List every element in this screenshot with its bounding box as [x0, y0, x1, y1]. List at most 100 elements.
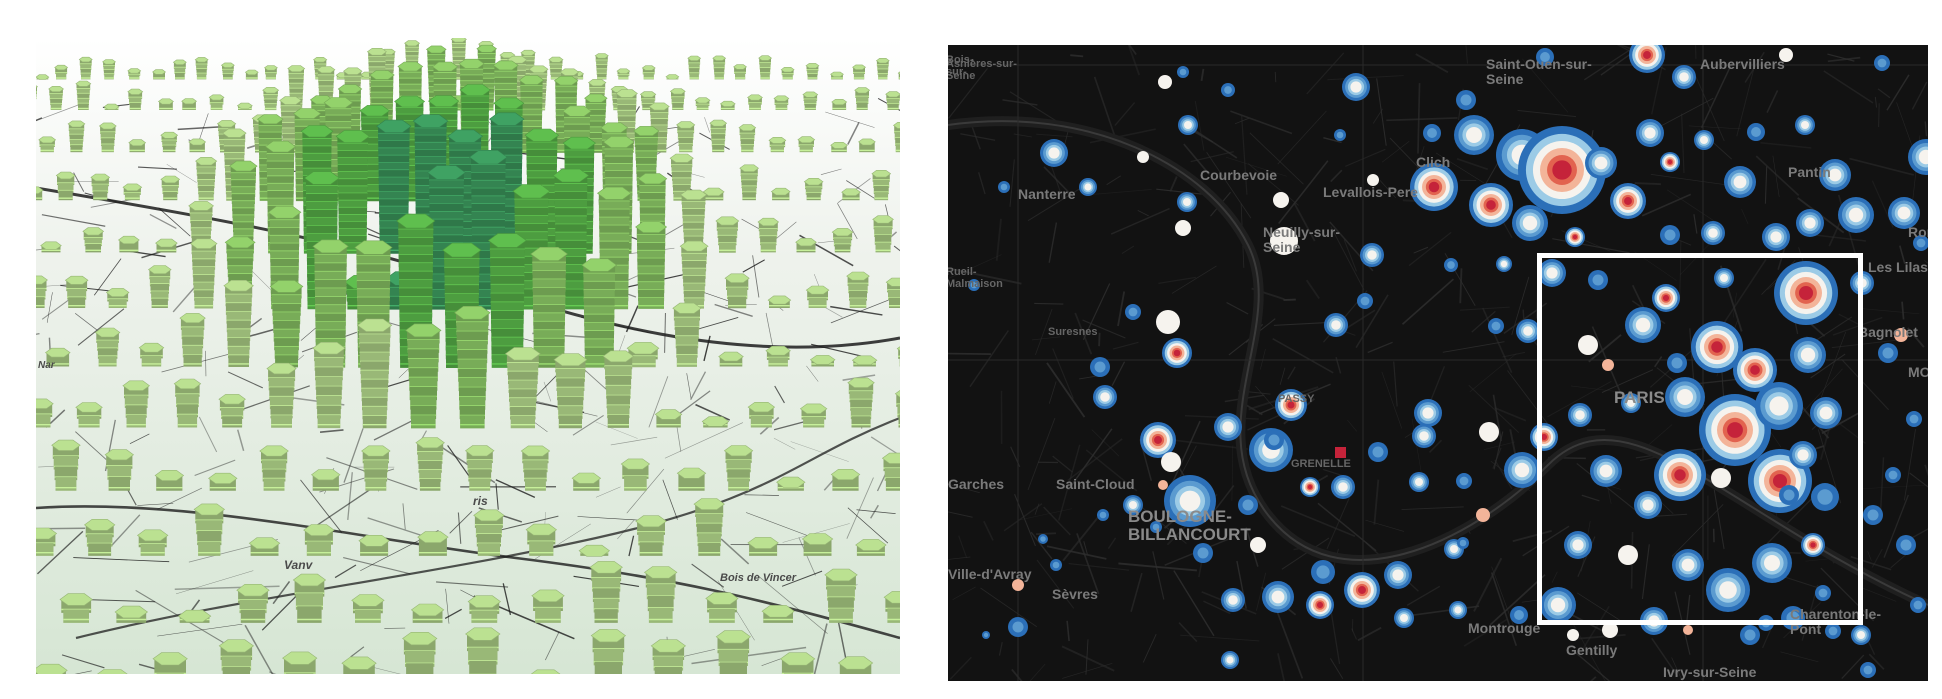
hex-column [75, 402, 103, 428]
hex-column [669, 88, 686, 110]
bubble-marker [1602, 359, 1614, 371]
hex-column [220, 62, 235, 80]
hex-column [841, 188, 861, 201]
hex-column [36, 527, 58, 556]
hex-column [417, 531, 449, 556]
hex-column [620, 458, 651, 491]
bubble-marker-layer[interactable] [948, 45, 1928, 681]
hex-column [160, 175, 181, 201]
hex-column [454, 305, 491, 429]
hex-column [687, 55, 702, 80]
hex-column [36, 275, 48, 308]
hex-column [51, 439, 81, 491]
hex-column [578, 544, 611, 557]
bubble-marker [1838, 197, 1874, 233]
bubble-marker [1906, 411, 1922, 427]
hex-column [797, 136, 816, 153]
hex-column [654, 409, 683, 428]
bubble-marker [1779, 485, 1799, 505]
bubble-marker [1602, 622, 1618, 638]
bubble-marker [1564, 531, 1592, 559]
hex-column [223, 280, 254, 367]
bubble-marker [1175, 220, 1191, 236]
bubble-marker [1706, 568, 1750, 612]
bubble-marker [1479, 422, 1499, 442]
bubble-marker [1811, 483, 1839, 511]
hex-column [473, 509, 505, 556]
hex-column [830, 142, 848, 153]
hex-column [90, 173, 111, 201]
hex-column [520, 445, 551, 491]
hex-column [55, 171, 76, 201]
hex-column [875, 57, 890, 80]
bubble-marker [1394, 608, 1414, 628]
hex-column [83, 518, 116, 556]
hex-column [208, 94, 225, 110]
bubble-marker [1457, 537, 1469, 549]
hex-column [724, 273, 750, 309]
hex-column [504, 347, 541, 429]
bubble-marker [982, 631, 990, 639]
hex-column [676, 467, 707, 491]
hex-column [154, 469, 185, 491]
hex-column [36, 398, 54, 428]
bubble-marker [1164, 475, 1216, 527]
bubble-marker [1714, 268, 1734, 288]
hex-column [830, 468, 861, 491]
hex-column [530, 669, 561, 674]
hex-column [881, 452, 900, 491]
bubble-marker [1360, 243, 1384, 267]
bubble-marker [1636, 119, 1664, 147]
bubble-marker [1908, 139, 1928, 175]
bubble-marker [1275, 389, 1307, 421]
hex-column [799, 403, 828, 428]
hex-column [44, 347, 71, 367]
bubble-marker [1123, 495, 1143, 515]
hex-column [157, 98, 174, 110]
hex-column [160, 131, 179, 153]
bubble-marker [1038, 534, 1048, 544]
hex-column [303, 524, 335, 556]
hex-column [715, 630, 752, 674]
bubble-marker [1779, 48, 1793, 62]
bubble-marker [1409, 472, 1429, 492]
hex-column [181, 98, 198, 110]
hex-column [128, 139, 147, 153]
bubble-marker [1516, 319, 1540, 343]
hex-column [616, 68, 631, 80]
hex-column [803, 178, 824, 201]
bubble-marker [1894, 328, 1908, 342]
hex-column [82, 227, 105, 253]
hex-column [248, 537, 281, 556]
bubble-marker [1449, 601, 1467, 619]
bubble-marker [1125, 304, 1141, 320]
hex-column [208, 472, 238, 491]
hex-column [896, 346, 900, 367]
hex-column [854, 87, 871, 110]
bubble-marker [1040, 139, 1068, 167]
bubble-marker [1618, 545, 1638, 565]
hex-column [589, 561, 623, 623]
left-3d-hexbin-map[interactable]: Vanv Bois de Vincer ris Nar [36, 38, 900, 674]
bubble-marker [1654, 449, 1706, 501]
bubble-marker [1585, 147, 1617, 179]
bubble-marker [1910, 597, 1926, 613]
hex-column [410, 603, 445, 623]
bubble-marker [1665, 377, 1705, 417]
bubble-marker [1008, 617, 1028, 637]
hex-column [310, 469, 341, 491]
bubble-marker [1878, 343, 1898, 363]
bubble-marker [1344, 572, 1380, 608]
hexbin-column-layer[interactable] [36, 38, 900, 674]
bubble-marker [1518, 126, 1606, 214]
hex-column [851, 355, 878, 367]
right-bubble-map[interactable]: Asnières-sur- Seine Saint-Ouen-sur- Seine… [948, 45, 1928, 681]
hex-column [571, 472, 602, 491]
bubble-marker [1158, 75, 1172, 89]
bubble-marker [1178, 115, 1198, 135]
bubble-marker [1177, 192, 1197, 212]
bubble-marker [1790, 337, 1826, 373]
bubble-marker [1629, 45, 1665, 73]
bubble-marker [1896, 535, 1916, 555]
bubble-marker [1652, 284, 1680, 312]
